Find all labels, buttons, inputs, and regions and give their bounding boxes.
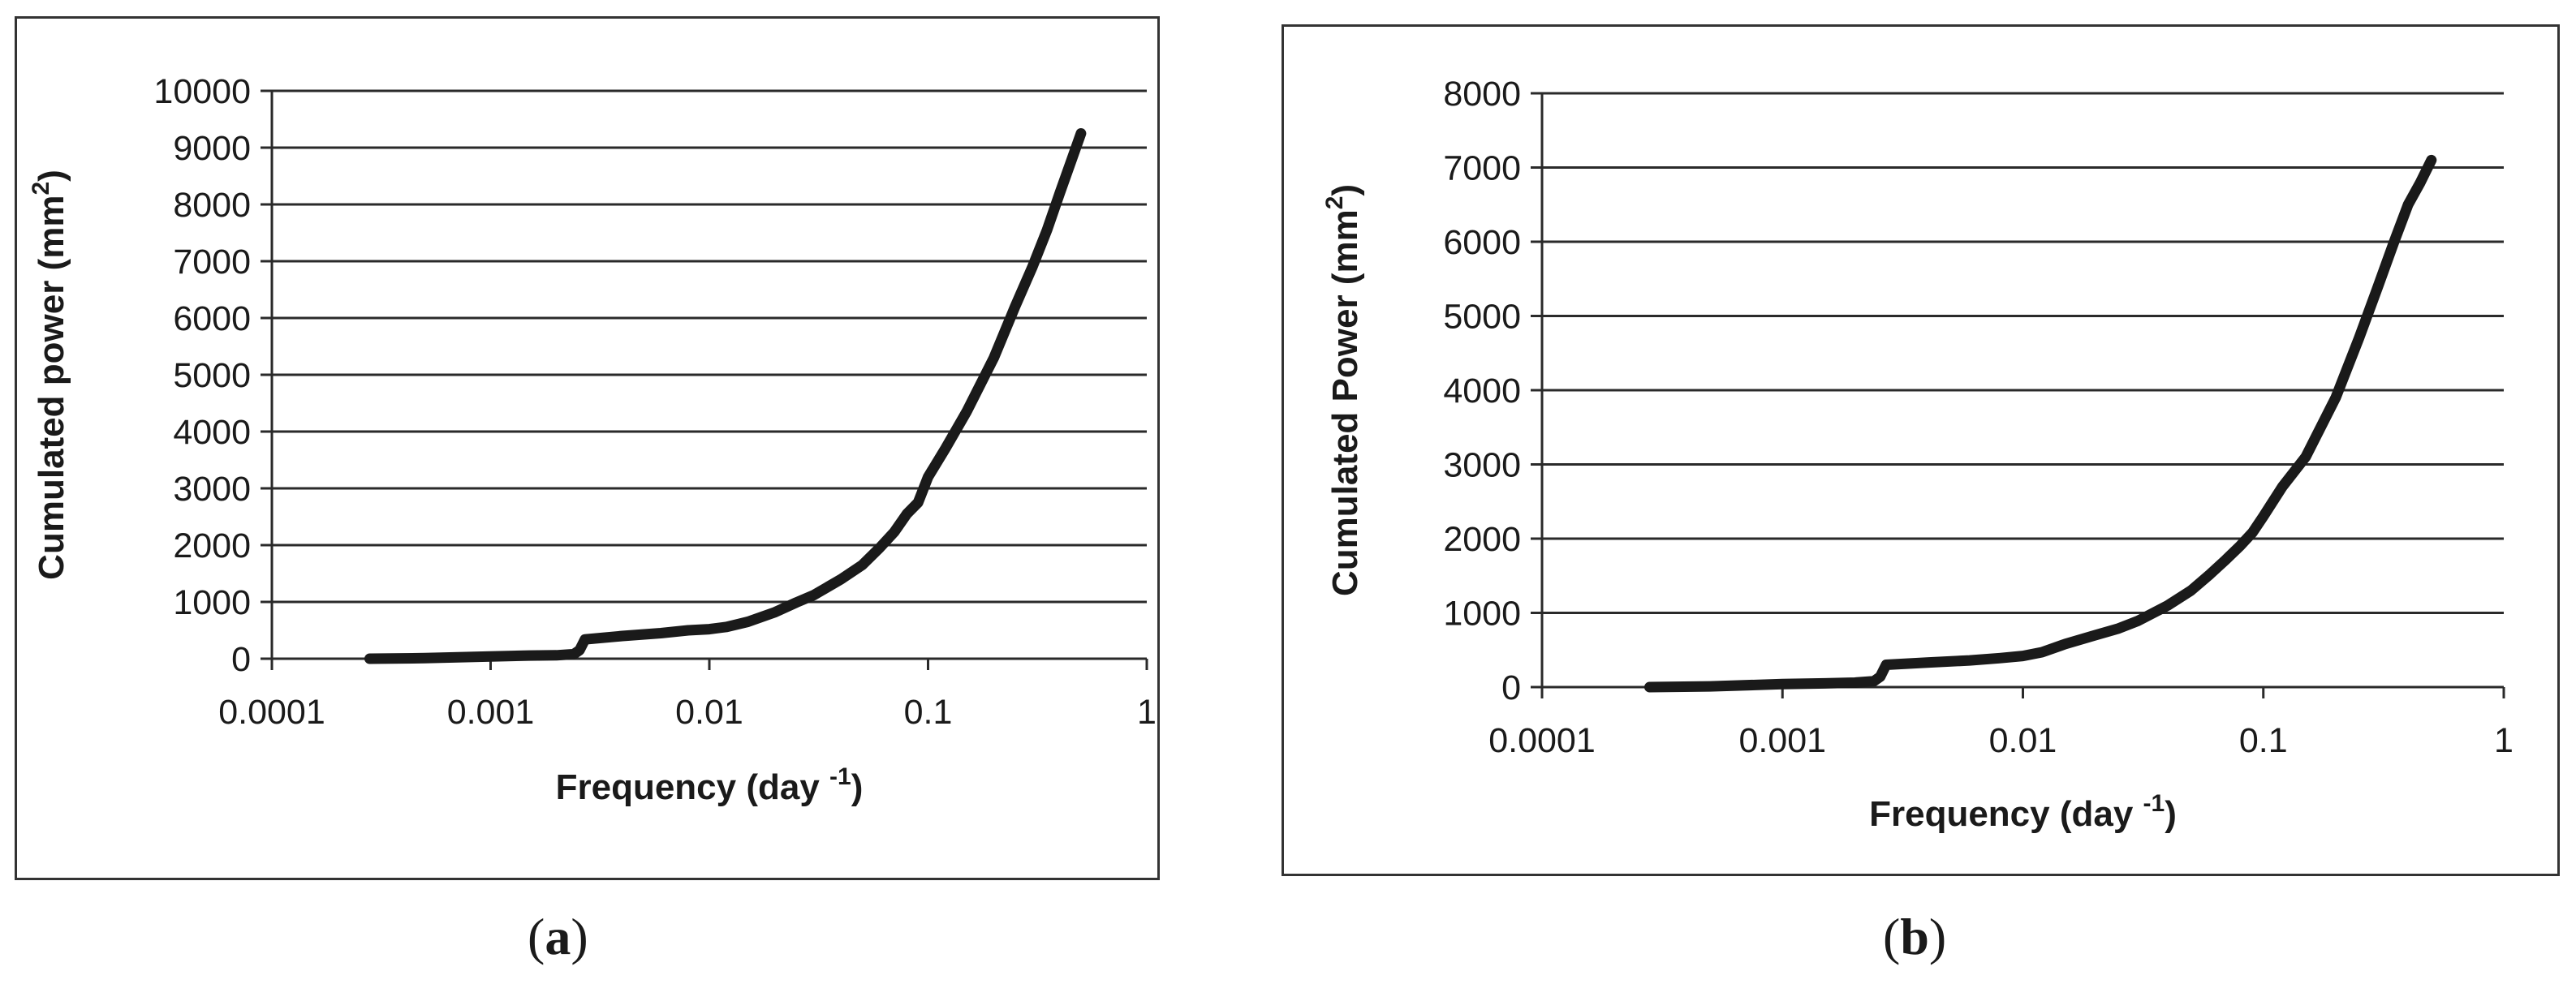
y-tick-label-a-3000: 3000: [173, 470, 251, 509]
y-tick-label-a-8000: 8000: [173, 186, 251, 225]
y-tick-label-a-7000: 7000: [173, 243, 251, 281]
x-tick-label-a-1: 1: [1137, 693, 1157, 732]
x-axis-title-sup-b: -1: [2143, 790, 2165, 817]
x-tick-label-b-0.001: 0.001: [1738, 721, 1826, 760]
y-tick-label-a-0: 0: [231, 640, 251, 679]
y-axis-title-b: Cumulated Power (mm2): [1321, 184, 1365, 596]
x-tick-label-b-0.0001: 0.0001: [1488, 721, 1596, 760]
y-tick-label-b-7000: 7000: [1443, 149, 1521, 188]
x-axis-title-text-b: Frequency (day: [1869, 794, 2143, 834]
x-tick-label-b-1: 1: [2494, 721, 2514, 760]
y-tick-label-a-5000: 5000: [173, 356, 251, 395]
x-axis-title-b: Frequency (day -1): [1869, 790, 2177, 834]
x-axis-title-a: Frequency (day -1): [556, 763, 864, 807]
chart-a: 0 1000 2000 3000 4000 5000 6000 7000 8000 9000 100…: [28, 72, 1157, 807]
y-axis-title-sup-a: 2: [28, 182, 54, 196]
y-axis-title-sup-b: 2: [1321, 196, 1348, 210]
y-axis-title-close-a: ): [32, 170, 71, 182]
y-tick-label-b-8000: 8000: [1443, 75, 1521, 114]
y-tick-label-b-5000: 5000: [1443, 298, 1521, 337]
y-tick-label-b-6000: 6000: [1443, 223, 1521, 262]
series-line-a-0: [364, 128, 1087, 664]
x-tick-label-b-0.1: 0.1: [2239, 721, 2288, 760]
series-line-b-0: [1644, 154, 2437, 693]
x-tick-label-a-0.001: 0.001: [447, 693, 535, 732]
y-axis-title-text-a: Cumulated power (mm: [32, 196, 71, 580]
y-axis-title-text-b: Cumulated Power (mm: [1325, 209, 1365, 596]
y-tick-label-a-4000: 4000: [173, 413, 251, 452]
x-axis-title-close-b: ): [2165, 794, 2177, 834]
y-tick-label-b-4000: 4000: [1443, 372, 1521, 410]
caption-b-open: (: [1883, 908, 1901, 965]
x-axis-title-text-a: Frequency (day: [556, 767, 829, 807]
chart-b: 0 1000 2000 3000 4000 5000 6000 7000 8000 0.0001 0…: [1321, 75, 2514, 834]
y-tick-label-a-2000: 2000: [173, 526, 251, 565]
y-tick-label-a-1000: 1000: [173, 583, 251, 622]
caption-a-close: ): [571, 908, 588, 965]
y-tick-label-a-9000: 9000: [173, 129, 251, 168]
y-tick-label-b-3000: 3000: [1443, 446, 1521, 485]
panel-b-caption: (b): [1883, 907, 1946, 967]
x-axis-title-sup-a: -1: [829, 763, 851, 790]
x-tick-label-a-0.0001: 0.0001: [218, 693, 325, 732]
y-tick-label-b-1000: 1000: [1443, 595, 1521, 634]
x-tick-label-a-0.01: 0.01: [675, 693, 743, 732]
caption-a-letter: a: [545, 908, 571, 965]
panel-a-caption: (a): [528, 907, 588, 967]
y-tick-label-a-6000: 6000: [173, 299, 251, 338]
panel-a-frame: [15, 16, 1160, 880]
y-axis-title-close-b: ): [1325, 184, 1365, 196]
x-tick-label-a-0.1: 0.1: [904, 693, 953, 732]
caption-b-close: ): [1928, 908, 1947, 965]
y-axis-title-a: Cumulated power (mm2): [28, 170, 71, 580]
y-tick-label-a-10000: 10000: [153, 72, 251, 111]
x-tick-label-b-0.01: 0.01: [1989, 721, 2057, 760]
y-tick-label-b-0: 0: [1501, 668, 1521, 707]
caption-b-letter: b: [1900, 908, 1929, 965]
caption-a-open: (: [528, 908, 545, 965]
y-tick-label-b-2000: 2000: [1443, 520, 1521, 559]
x-axis-title-close-a: ): [851, 767, 864, 807]
